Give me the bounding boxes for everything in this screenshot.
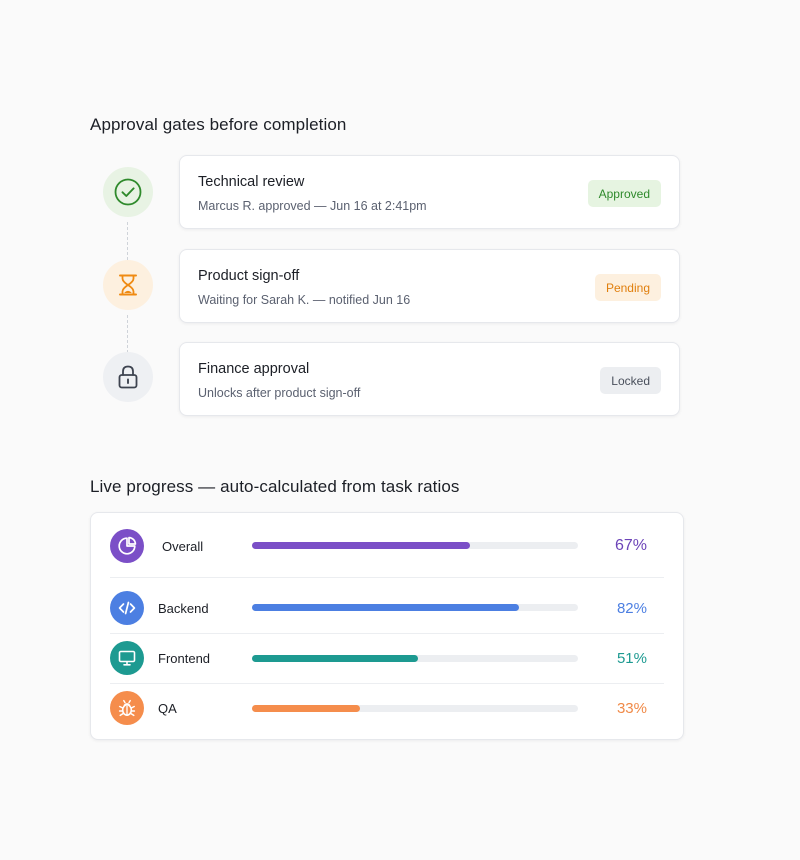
progress-label: Overall — [162, 539, 204, 554]
progress-label: Frontend — [158, 651, 211, 666]
progress-row-icon — [110, 529, 144, 563]
gate-subtitle: Waiting for Sarah K. — notified Jun 16 — [198, 293, 411, 307]
gate-card-technical-review[interactable]: Technical review Marcus R. approved — Ju… — [179, 155, 680, 229]
hourglass-icon — [119, 274, 137, 296]
progress-fill-qa — [252, 705, 360, 712]
status-badge-approved: Approved — [587, 180, 661, 207]
gate-status-icon-approved — [103, 167, 153, 217]
progress-row-icon — [110, 591, 144, 625]
row-divider — [110, 683, 664, 684]
progress-percent: 51% — [616, 650, 647, 667]
timeline-connector — [127, 222, 128, 260]
progress-row-overall: Overall 67% — [91, 521, 685, 571]
gate-title: Product sign-off — [198, 268, 300, 284]
progress-track — [252, 655, 578, 662]
progress-fill-overall — [252, 542, 471, 549]
timeline-connector — [127, 315, 128, 353]
progress-fill-backend — [252, 604, 520, 611]
gate-status-icon-pending — [103, 260, 153, 310]
gate-subtitle: Unlocks after product sign-off — [198, 386, 361, 400]
monitor-icon — [118, 650, 136, 666]
gate-card-product-sign-off[interactable]: Product sign-off Waiting for Sarah K. — … — [179, 249, 680, 323]
progress-row-backend: Backend 82% — [91, 583, 685, 633]
gate-title: Finance approval — [198, 361, 310, 377]
progress-track — [252, 604, 578, 611]
gate-subtitle: Marcus R. approved — Jun 16 at 2:41pm — [198, 199, 427, 213]
row-divider — [110, 633, 664, 634]
progress-card: Overall 67% Backend 82% — [90, 512, 684, 740]
progress-label: QA — [158, 701, 177, 716]
bug-icon — [118, 699, 136, 717]
pie-chart-icon — [118, 536, 137, 555]
progress-section-title: Live progress — auto-calculated from tas… — [90, 477, 460, 496]
check-circle-icon — [114, 178, 142, 206]
gate-title: Technical review — [198, 174, 305, 190]
progress-row-icon — [110, 691, 144, 725]
progress-percent: 82% — [616, 600, 647, 617]
status-badge-pending: Pending — [594, 274, 661, 301]
gate-card-finance-approval[interactable]: Finance approval Unlocks after product s… — [179, 342, 680, 416]
progress-row-icon — [110, 641, 144, 675]
progress-row-frontend: Frontend 51% — [91, 634, 685, 684]
progress-track — [252, 705, 578, 712]
status-badge-locked: Locked — [600, 367, 661, 394]
lock-icon — [118, 365, 138, 389]
code-icon — [118, 601, 136, 615]
progress-percent: 67% — [614, 537, 647, 554]
row-divider — [110, 577, 664, 578]
progress-label: Backend — [158, 601, 209, 616]
gate-status-icon-locked — [103, 352, 153, 402]
progress-fill-frontend — [252, 655, 419, 662]
gates-section-title: Approval gates before completion — [90, 115, 347, 134]
progress-track — [252, 542, 578, 549]
progress-row-qa: QA 33% — [91, 684, 685, 734]
progress-percent: 33% — [616, 700, 647, 717]
